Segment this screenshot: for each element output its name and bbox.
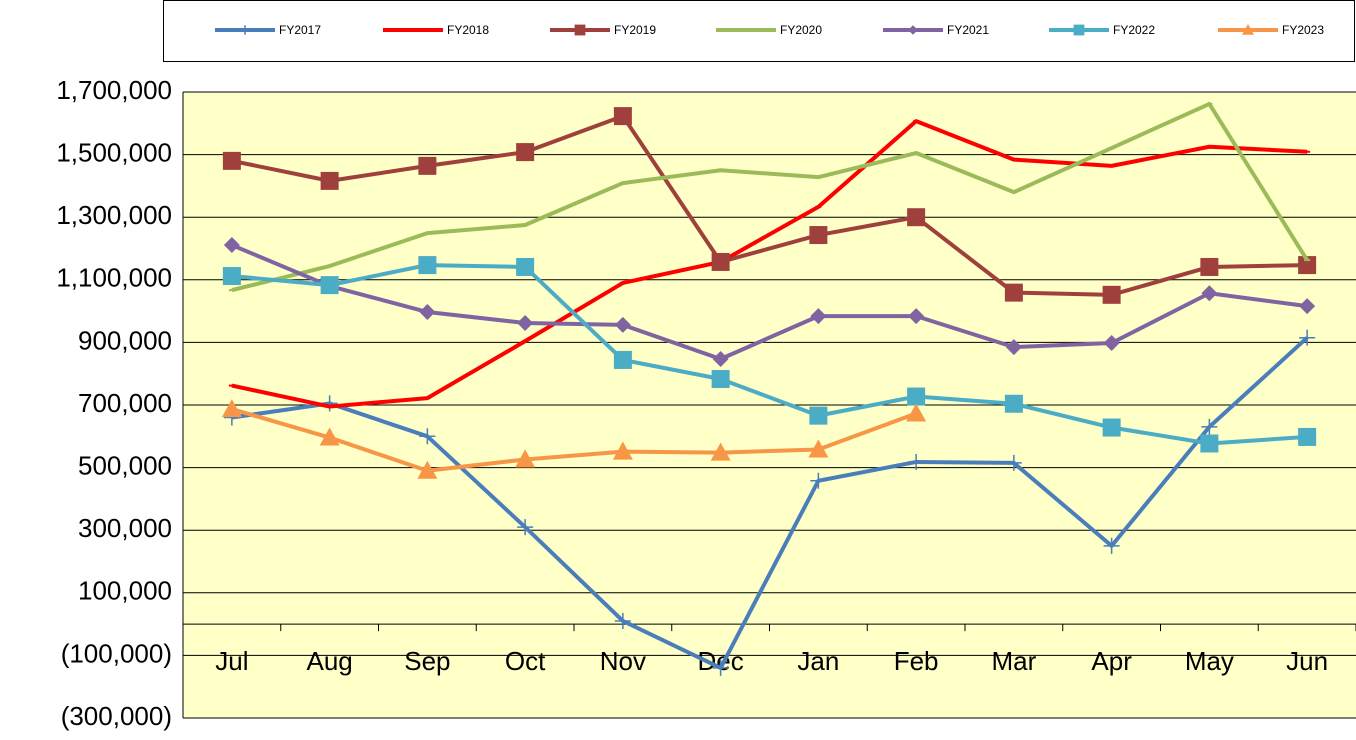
marker bbox=[613, 350, 632, 369]
marker bbox=[711, 370, 730, 389]
legend-label: FY2022 bbox=[1113, 23, 1155, 37]
marker bbox=[1102, 418, 1121, 437]
legend-label: FY2018 bbox=[447, 23, 489, 37]
marker bbox=[712, 350, 729, 367]
marker bbox=[319, 427, 340, 446]
marker bbox=[1201, 418, 1218, 435]
x-tick-label: Feb bbox=[894, 646, 939, 676]
y-tick-label: (100,000) bbox=[61, 638, 172, 668]
marker bbox=[1005, 339, 1022, 356]
marker bbox=[1298, 256, 1317, 275]
x-tick-label: Aug bbox=[306, 646, 352, 676]
y-tick-label: 100,000 bbox=[78, 576, 172, 606]
marker bbox=[808, 439, 829, 458]
y-tick-label: (300,000) bbox=[61, 701, 172, 731]
series-line bbox=[231, 263, 1308, 446]
marker bbox=[1200, 434, 1219, 453]
series-line bbox=[231, 119, 1308, 409]
marker bbox=[1004, 283, 1023, 302]
marker bbox=[614, 316, 631, 333]
legend-label: FY2021 bbox=[947, 23, 989, 37]
y-tick-label: 700,000 bbox=[78, 388, 172, 418]
x-tick-label: May bbox=[1185, 646, 1234, 676]
legend-label: FY2019 bbox=[614, 23, 656, 37]
marker bbox=[908, 308, 925, 325]
marker bbox=[1103, 335, 1120, 352]
marker bbox=[710, 442, 731, 461]
marker bbox=[711, 252, 730, 271]
marker bbox=[907, 208, 926, 227]
x-tick-label: Mar bbox=[991, 646, 1036, 676]
marker bbox=[222, 267, 241, 286]
marker bbox=[516, 257, 535, 276]
x-tick-label: Jul bbox=[215, 646, 248, 676]
series-line bbox=[231, 114, 1308, 297]
x-tick-label: Jan bbox=[797, 646, 839, 676]
x-tick-label: Oct bbox=[505, 646, 546, 676]
marker bbox=[516, 143, 535, 162]
marker bbox=[1298, 427, 1317, 446]
marker bbox=[612, 441, 633, 460]
y-tick-label: 900,000 bbox=[78, 325, 172, 355]
x-tick-label: Nov bbox=[600, 646, 646, 676]
marker bbox=[1005, 454, 1022, 471]
legend-label: FY2017 bbox=[279, 23, 321, 37]
marker bbox=[418, 156, 437, 175]
marker bbox=[1201, 285, 1218, 302]
series-line bbox=[231, 407, 917, 473]
marker bbox=[1073, 24, 1085, 36]
y-tick-label: 300,000 bbox=[78, 513, 172, 543]
marker bbox=[222, 151, 241, 170]
series-line bbox=[231, 243, 1308, 361]
y-tick-label: 500,000 bbox=[78, 450, 172, 480]
y-tick-label: 1,700,000 bbox=[56, 75, 172, 105]
marker bbox=[1299, 329, 1316, 346]
marker bbox=[417, 460, 438, 479]
marker bbox=[419, 428, 436, 445]
marker bbox=[1102, 285, 1121, 304]
marker bbox=[221, 399, 242, 418]
marker bbox=[574, 24, 586, 36]
marker bbox=[1299, 298, 1316, 315]
x-tick-label: Apr bbox=[1091, 646, 1132, 676]
y-tick-label: 1,100,000 bbox=[56, 263, 172, 293]
marker bbox=[517, 314, 534, 331]
marker bbox=[418, 256, 437, 275]
marker bbox=[320, 276, 339, 295]
marker bbox=[908, 453, 925, 470]
x-tick-label: Jun bbox=[1286, 646, 1328, 676]
marker bbox=[1004, 394, 1023, 413]
marker bbox=[1242, 24, 1254, 35]
marker bbox=[1103, 537, 1120, 554]
marker bbox=[908, 25, 918, 35]
marker bbox=[517, 519, 534, 536]
marker bbox=[223, 237, 240, 254]
x-tick-label: Sep bbox=[404, 646, 450, 676]
y-tick-label: 1,300,000 bbox=[56, 200, 172, 230]
marker bbox=[809, 406, 828, 425]
marker bbox=[907, 387, 926, 406]
marker bbox=[906, 403, 927, 422]
series-line bbox=[231, 336, 1309, 670]
marker bbox=[419, 304, 436, 321]
marker bbox=[614, 612, 631, 629]
marker bbox=[712, 659, 729, 676]
marker bbox=[1200, 257, 1219, 276]
y-tick-label: 1,500,000 bbox=[56, 137, 172, 167]
marker bbox=[810, 308, 827, 325]
marker bbox=[810, 472, 827, 489]
marker bbox=[240, 25, 250, 35]
marker bbox=[809, 226, 828, 245]
legend-label: FY2020 bbox=[780, 23, 822, 37]
marker bbox=[613, 107, 632, 126]
marker bbox=[320, 171, 339, 190]
series-line bbox=[231, 101, 1309, 293]
marker bbox=[515, 449, 536, 468]
legend-label: FY2023 bbox=[1282, 23, 1324, 37]
